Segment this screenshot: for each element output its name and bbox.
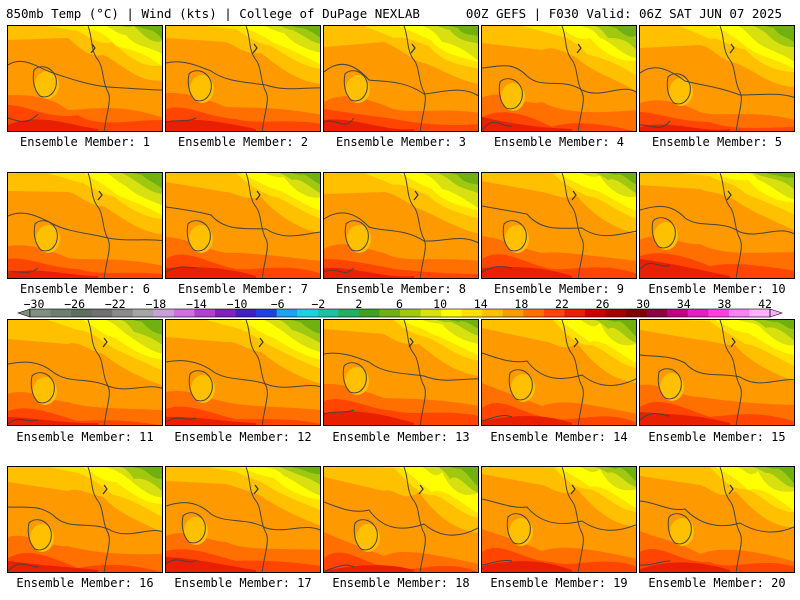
colorbar-tick-label: 22: [555, 297, 569, 311]
ensemble-member-map: [165, 25, 321, 132]
ensemble-member-label: Ensemble Member: 7: [177, 282, 309, 296]
colorbar-swatch: [379, 309, 401, 317]
colorbar-swatch: [235, 309, 257, 317]
ensemble-member-map: [481, 319, 637, 426]
ensemble-member-map: [639, 319, 795, 426]
colorbar-swatch: [91, 309, 113, 317]
ensemble-member-label: Ensemble Member: 8: [335, 282, 467, 296]
colorbar-swatch: [400, 309, 421, 317]
colorbar-tick-label: 26: [595, 297, 610, 311]
ensemble-member-label: Ensemble Member: 10: [648, 282, 786, 296]
colorbar-tick-label: −30: [23, 297, 45, 311]
colorbar-swatch: [194, 309, 216, 317]
colorbar-tick-label: 30: [636, 297, 651, 311]
ensemble-member-label: Ensemble Member: 11: [16, 430, 154, 444]
ensemble-member-map: [323, 172, 479, 279]
ensemble-member-map: [639, 25, 795, 132]
ensemble-member-label: Ensemble Member: 13: [332, 430, 470, 444]
ensemble-member-map: [481, 466, 637, 573]
ensemble-member-map: [7, 172, 163, 279]
ensemble-member-label: Ensemble Member: 19: [490, 576, 628, 590]
ensemble-member-label: Ensemble Member: 14: [490, 430, 628, 444]
colorbar-swatch: [667, 309, 689, 317]
colorbar-tick-label: 38: [717, 297, 732, 311]
colorbar-tick-label: −22: [104, 297, 126, 311]
colorbar-swatch: [728, 309, 750, 317]
model-run-valid-time: 00Z GEFS | F030 Valid: 06Z SAT JUN 07 20…: [465, 6, 782, 21]
ensemble-member-label: Ensemble Member: 3: [335, 135, 467, 149]
colorbar-tick-label: −2: [311, 297, 326, 311]
colorbar-swatch: [461, 309, 483, 317]
temperature-colorbar: [17, 308, 783, 318]
ensemble-member-label: Ensemble Member: 1: [19, 135, 151, 149]
ensemble-member-map: [481, 172, 637, 279]
colorbar-swatch: [543, 309, 565, 317]
ensemble-member-label: Ensemble Member: 18: [332, 576, 470, 590]
ensemble-member-label: Ensemble Member: 15: [648, 430, 786, 444]
colorbar-swatch: [297, 309, 319, 317]
colorbar-tick-label: 18: [514, 297, 529, 311]
colorbar-swatch: [112, 309, 134, 317]
ensemble-member-label: Ensemble Member: 2: [177, 135, 309, 149]
ensemble-member-map: [7, 319, 163, 426]
ensemble-member-label: Ensemble Member: 5: [651, 135, 783, 149]
ensemble-member-map: [165, 319, 321, 426]
colorbar-swatch: [173, 309, 195, 317]
ensemble-member-label: Ensemble Member: 12: [174, 430, 312, 444]
colorbar-swatch: [358, 309, 380, 317]
colorbar-swatch: [256, 309, 278, 317]
colorbar-swatch: [276, 309, 298, 317]
colorbar-swatch: [564, 309, 586, 317]
colorbar-swatch: [523, 309, 545, 317]
ensemble-member-label: Ensemble Member: 6: [19, 282, 151, 296]
ensemble-member-label: Ensemble Member: 16: [16, 576, 154, 590]
ensemble-member-map: [165, 466, 321, 573]
colorbar-tick-label: −18: [145, 297, 167, 311]
colorbar-swatch: [153, 309, 175, 317]
colorbar-tick-label: −6: [270, 297, 285, 311]
colorbar-tick-label: 14: [473, 297, 488, 311]
colorbar-swatch: [502, 309, 524, 317]
colorbar-swatch: [687, 309, 709, 317]
colorbar-swatch: [132, 309, 154, 317]
colorbar-swatch: [646, 309, 668, 317]
colorbar-swatch: [317, 309, 339, 317]
colorbar-swatch: [708, 309, 730, 317]
colorbar-swatch: [420, 309, 442, 317]
colorbar-tick-label: 2: [355, 297, 363, 311]
colorbar-swatch: [30, 309, 51, 317]
colorbar-tick-label: −10: [226, 297, 248, 311]
colorbar-swatch: [71, 309, 93, 317]
ensemble-member-map: [323, 25, 479, 132]
colorbar-swatch: [482, 309, 504, 317]
ensemble-member-map: [165, 172, 321, 279]
ensemble-member-map: [639, 172, 795, 279]
ensemble-member-map: [481, 25, 637, 132]
ensemble-member-map: [323, 466, 479, 573]
colorbar-tick-label: 42: [758, 297, 772, 311]
colorbar-tick-label: 34: [676, 297, 691, 311]
colorbar-swatch: [50, 309, 72, 317]
ensemble-member-label: Ensemble Member: 9: [493, 282, 625, 296]
colorbar-swatch: [749, 309, 771, 317]
colorbar-tick-label: −14: [186, 297, 207, 311]
colorbar-swatch: [338, 309, 360, 317]
colorbar-tick-label: −26: [64, 297, 85, 311]
ensemble-member-map: [7, 466, 163, 573]
colorbar-tick-label: 6: [396, 297, 403, 311]
ensemble-member-label: Ensemble Member: 20: [648, 576, 786, 590]
ensemble-member-label: Ensemble Member: 4: [493, 135, 625, 149]
ensemble-member-map: [323, 319, 479, 426]
ensemble-member-map: [639, 466, 795, 573]
colorbar-tick-label: 10: [433, 297, 448, 311]
colorbar-swatch: [215, 309, 236, 317]
colorbar-swatch: [605, 309, 627, 317]
colorbar-swatch: [585, 309, 606, 317]
colorbar-swatch: [441, 309, 463, 317]
ensemble-member-label: Ensemble Member: 17: [174, 576, 312, 590]
colorbar-swatch: [626, 309, 648, 317]
map-title: 850mb Temp (°C) | Wind (kts) | College o…: [6, 6, 420, 21]
ensemble-member-map: [7, 25, 163, 132]
